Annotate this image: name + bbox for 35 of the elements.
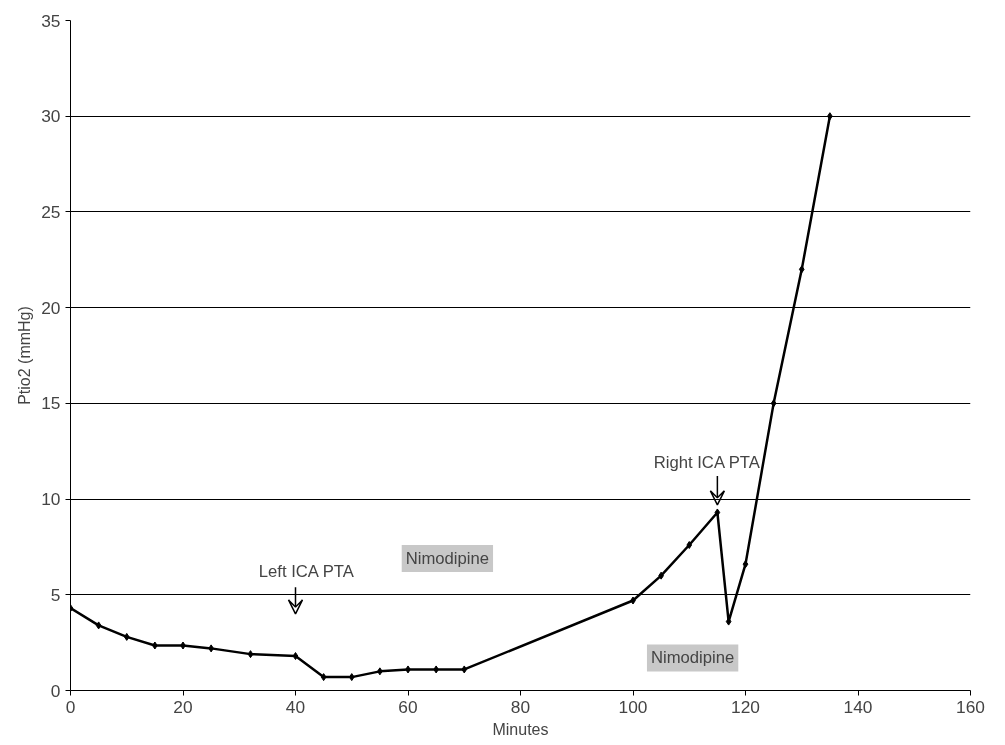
x-tick-label: 140 bbox=[843, 696, 873, 717]
y-axis-title: Ptio2 (mmHg) bbox=[16, 306, 34, 405]
y-tick-label: 15 bbox=[41, 393, 61, 414]
point bbox=[742, 560, 749, 569]
point bbox=[320, 673, 327, 682]
y-tick-label: 10 bbox=[41, 489, 61, 510]
x-tick-label: 20 bbox=[173, 696, 193, 717]
x-tick-label: 60 bbox=[398, 696, 418, 717]
y-tick-label: 35 bbox=[41, 10, 61, 31]
annotation: Nimodipine bbox=[650, 648, 735, 668]
x-tick-label: 40 bbox=[285, 696, 306, 717]
point bbox=[461, 665, 468, 674]
point bbox=[348, 673, 355, 682]
y-tick-label: 5 bbox=[50, 584, 61, 605]
x-tick-label: 0 bbox=[65, 696, 76, 717]
point bbox=[770, 399, 777, 408]
point bbox=[123, 632, 130, 641]
annotation: Left ICA PTA bbox=[258, 562, 355, 582]
point bbox=[686, 541, 693, 550]
y-tick-label: 0 bbox=[50, 680, 61, 701]
point bbox=[798, 265, 805, 274]
x-tick-label: 160 bbox=[956, 696, 985, 717]
y-tick-label: 25 bbox=[41, 201, 61, 222]
annotation: Right ICA PTA bbox=[653, 453, 761, 473]
point bbox=[247, 650, 254, 659]
point bbox=[95, 621, 102, 630]
point bbox=[714, 508, 721, 517]
annotation: Nimodipine bbox=[405, 548, 490, 568]
x-tick-label: 80 bbox=[510, 696, 531, 717]
x-tick-label: 120 bbox=[731, 696, 760, 717]
x-tick-label: 100 bbox=[618, 696, 648, 717]
x-axis-title: Minutes bbox=[492, 720, 549, 738]
y-tick-label: 20 bbox=[41, 297, 61, 318]
point bbox=[292, 652, 299, 661]
y-tick-label: 30 bbox=[41, 106, 61, 127]
